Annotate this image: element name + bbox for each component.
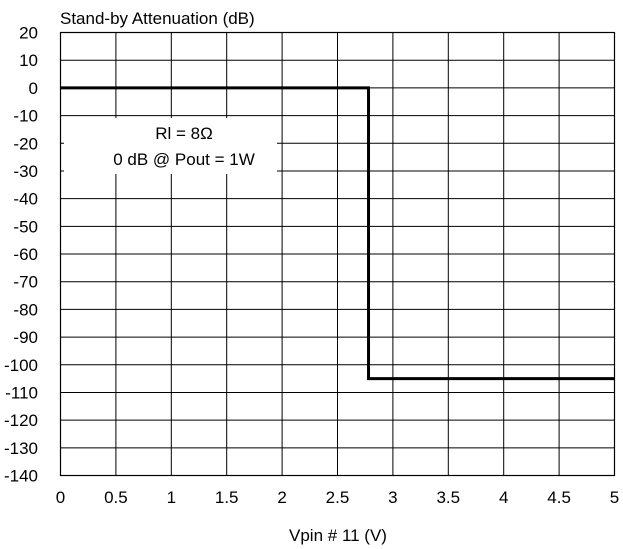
y-tick-label: -20 — [13, 134, 38, 153]
y-tick-label: -10 — [13, 107, 38, 126]
y-tick-label: -30 — [13, 162, 38, 181]
y-tick-label: -140 — [4, 467, 38, 486]
x-tick-label: 4 — [499, 488, 508, 507]
attenuation-series-line — [60, 86, 615, 381]
y-tick-label: 10 — [19, 51, 38, 70]
y-tick-label: -70 — [13, 273, 38, 292]
y-tick-label: 0 — [29, 79, 38, 98]
x-tick-label: 1.5 — [215, 488, 239, 507]
y-tick-label: -40 — [13, 190, 38, 209]
annotation-load: Rl = 8Ω — [155, 124, 213, 143]
y-tick-label: -120 — [4, 411, 38, 430]
y-tick-label: -100 — [4, 356, 38, 375]
x-tick-label: 2.5 — [326, 488, 350, 507]
y-tick-label: -50 — [13, 217, 38, 236]
y-tick-label: -80 — [13, 300, 38, 319]
x-tick-label: 0 — [56, 488, 65, 507]
x-tick-label: 3 — [388, 488, 397, 507]
y-tick-label: -110 — [5, 383, 38, 402]
annotation-reference: 0 dB @ Pout = 1W — [113, 150, 255, 169]
y-tick-label: -130 — [4, 439, 38, 458]
x-tick-label: 4.5 — [547, 488, 571, 507]
x-tick-label: 3.5 — [436, 488, 460, 507]
y-axis-title: Stand-by Attenuation (dB) — [60, 9, 255, 28]
tick-labels: 0 0.5 1 1.5 2 2.5 3 3.5 4 4.5 5 20 10 0 -10 -20 -30 -40 -5… — [4, 24, 619, 508]
y-tick-label: 20 — [19, 24, 38, 43]
y-tick-label: -60 — [13, 245, 38, 264]
x-tick-label: 5 — [610, 488, 619, 507]
grid — [60, 32, 615, 476]
y-tick-label: -90 — [13, 328, 38, 347]
x-axis-title: Vpin # 11 (V) — [289, 526, 387, 545]
x-tick-label: 0.5 — [104, 488, 128, 507]
x-tick-label: 1 — [167, 488, 176, 507]
annotation-background — [64, 118, 277, 174]
annotation-box: Rl = 8Ω 0 dB @ Pout = 1W — [64, 118, 277, 174]
x-tick-label: 2 — [277, 488, 286, 507]
series-layer — [60, 86, 615, 381]
plot-frame — [59, 31, 616, 477]
